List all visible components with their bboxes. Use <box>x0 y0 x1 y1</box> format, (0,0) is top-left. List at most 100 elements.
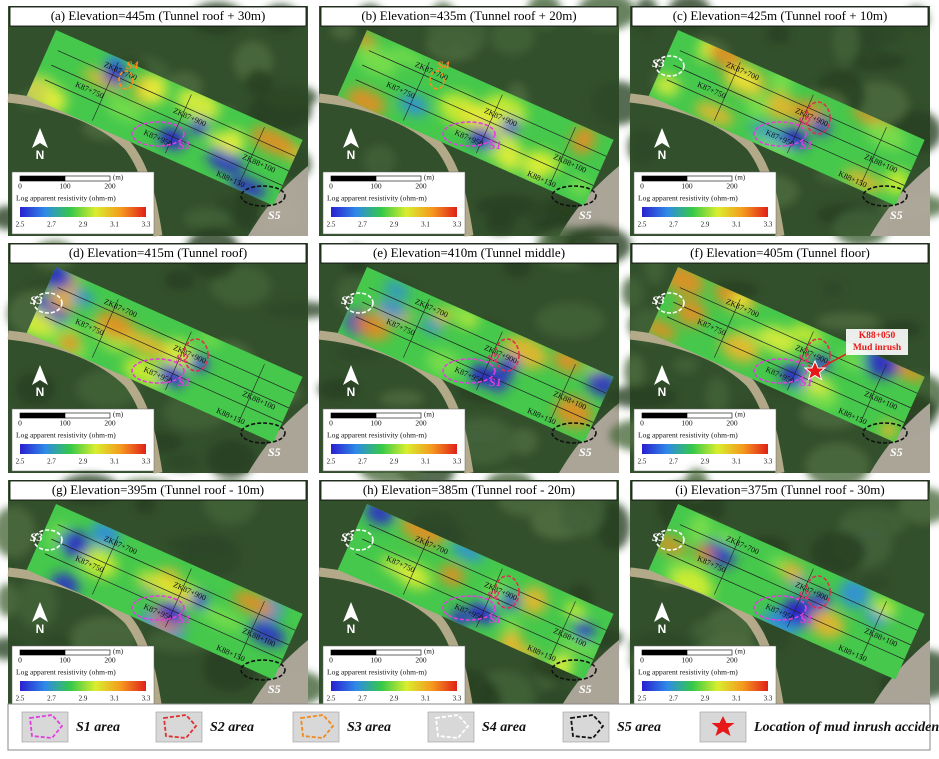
scale-segment <box>19 649 66 656</box>
vegetation-patch <box>525 202 548 224</box>
legend-box <box>11 171 155 235</box>
scale-tick-label: 100 <box>59 656 71 665</box>
resistivity-blob <box>720 333 759 363</box>
colorbar-tick-label: 2.9 <box>390 221 399 229</box>
colorbar-tick-label: 2.5 <box>16 221 25 229</box>
survey-line <box>355 316 594 423</box>
zone-outline <box>753 358 807 384</box>
resistivity-blob <box>380 557 420 580</box>
zone-label: S1 <box>489 375 502 389</box>
annotation-text: K88+050 <box>859 331 896 341</box>
resistivity-blob <box>571 125 596 155</box>
chainage-line <box>549 364 576 423</box>
vegetation-patch <box>184 207 231 230</box>
colorbar-tick-label: 2.5 <box>16 695 25 703</box>
zone-outline <box>118 70 134 90</box>
scale-segment <box>64 412 111 419</box>
colorbar-tick-label: 3.3 <box>142 458 151 466</box>
survey-line <box>666 316 905 423</box>
scale-tick-label: 0 <box>640 182 644 191</box>
colorbar <box>642 444 768 454</box>
scale-tick-label: 200 <box>104 182 116 191</box>
scale-unit: (m) <box>735 411 746 419</box>
survey-line <box>368 524 607 631</box>
chainage-line <box>549 127 576 186</box>
zone-outline <box>655 292 685 314</box>
colorbar-tick-label: 3.3 <box>453 458 462 466</box>
colorbar-label: Log apparent resistivity (ohm-m) <box>16 668 116 677</box>
colorbar-tick-label: 2.7 <box>358 695 367 703</box>
zone-outline <box>240 422 286 444</box>
rock-area <box>559 640 619 710</box>
resistivity-blob <box>745 92 771 118</box>
resistivity-blob <box>421 319 443 334</box>
vegetation-patch <box>164 453 201 471</box>
resistivity-blob <box>451 540 484 562</box>
vegetation-patch <box>597 502 631 551</box>
zone-outline <box>442 121 496 147</box>
zone-outline <box>551 185 597 207</box>
chainage-line <box>714 62 741 121</box>
strip-base <box>337 504 614 680</box>
chainage-line <box>860 601 887 660</box>
resistivity-blob <box>433 308 451 324</box>
chainage-line <box>403 299 430 358</box>
scale-tick-label: 200 <box>415 419 427 428</box>
resistivity-blob <box>95 310 135 340</box>
legend-star <box>711 716 735 736</box>
scale-tick-label: 100 <box>681 182 693 191</box>
map-panel: ZK87+700K87+750ZK87+900K87+950ZK88+100K8… <box>607 243 939 489</box>
rock-area <box>559 403 619 473</box>
rock-area <box>870 403 930 473</box>
scale-tick-label: 200 <box>104 656 116 665</box>
colorbar-tick-label: 3.1 <box>421 695 430 703</box>
scale-segment <box>686 412 733 419</box>
survey-line <box>51 64 289 172</box>
survey-line <box>679 50 918 157</box>
strip-base <box>648 267 925 443</box>
zone-label: S1 <box>489 138 502 152</box>
scale-segment <box>64 175 111 182</box>
north-arrow <box>343 602 359 622</box>
chainage-line <box>165 568 192 628</box>
zone-label: S3 <box>652 293 665 307</box>
resistivity-blob <box>248 620 286 647</box>
colorbar-tick-label: 2.9 <box>390 695 399 703</box>
zone-label: S2 <box>176 351 189 365</box>
zone-outline <box>655 529 685 551</box>
scale-segment <box>330 649 377 656</box>
zone-label: S5 <box>268 682 281 696</box>
north-arrow <box>32 128 48 148</box>
scale-segment <box>641 175 688 182</box>
survey-line <box>362 538 600 646</box>
colorbar-tick-label: 3.3 <box>453 695 462 703</box>
chainage-line <box>549 601 576 660</box>
scale-tick-label: 100 <box>370 656 382 665</box>
vegetation-patch <box>17 578 58 629</box>
colorbar-label: Log apparent resistivity (ohm-m) <box>16 194 116 203</box>
zone-label: S5 <box>579 208 592 222</box>
colorbar-tick-label: 2.7 <box>669 221 678 229</box>
colorbar-tick-label: 2.5 <box>638 695 647 703</box>
title-box <box>631 243 929 264</box>
panel-title: (h) Elevation=385m (Tunnel roof - 20m) <box>363 482 575 497</box>
colorbar-tick-label: 3.1 <box>732 221 741 229</box>
legend-label: S1 area <box>76 720 120 735</box>
zone-label: S3 <box>652 530 665 544</box>
north-arrow <box>343 365 359 385</box>
survey-line <box>679 524 918 631</box>
colorbar-tick-label: 2.7 <box>47 458 56 466</box>
rock-area <box>248 640 308 710</box>
resistivity-blob <box>572 621 595 642</box>
scale-tick-label: 0 <box>640 419 644 428</box>
resistivity-blob <box>554 396 593 429</box>
north-arrow <box>654 602 670 622</box>
resistivity-blob <box>843 169 883 192</box>
colorbar-tick-label: 3.3 <box>142 221 151 229</box>
colorbar-tick-label: 3.3 <box>142 695 151 703</box>
north-label: N <box>36 148 45 162</box>
scale-tick-label: 200 <box>726 419 738 428</box>
scale-tick-label: 0 <box>18 182 22 191</box>
vegetation-patch <box>766 24 790 44</box>
resistivity-blob <box>694 101 734 126</box>
